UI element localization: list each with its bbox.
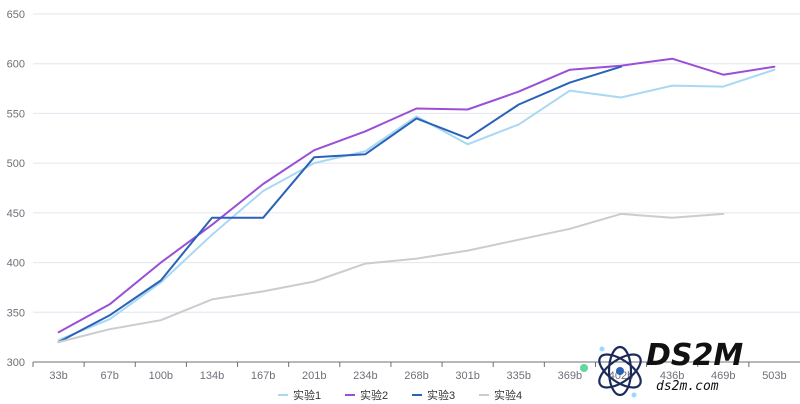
x-tick-label: 469b — [711, 370, 735, 382]
legend-label: 实验2 — [360, 388, 388, 402]
series-line-1 — [57, 68, 776, 342]
series-lines — [57, 57, 776, 344]
legend-item-1[interactable]: 实验1 — [278, 388, 321, 402]
y-axis: 300 350 400 450 500 550 600 650 — [7, 9, 25, 369]
x-tick-label: 134b — [200, 370, 224, 382]
x-tick-label: 335b — [507, 370, 531, 382]
watermark-subtitle: ds2m.com — [656, 379, 719, 394]
y-tick-label: 350 — [7, 307, 25, 319]
x-tick-label: 301b — [455, 370, 479, 382]
atom-icon — [580, 345, 642, 398]
series-line-4 — [57, 212, 725, 344]
y-tick-label: 450 — [7, 208, 25, 220]
y-tick-label: 550 — [7, 108, 25, 120]
x-tick-label: 268b — [404, 370, 428, 382]
x-tick-label: 100b — [149, 370, 173, 382]
y-tick-label: 400 — [7, 258, 25, 270]
x-tick-label: 33b — [49, 370, 67, 382]
x-tick-label: 369b — [558, 370, 582, 382]
legend-label: 实验3 — [427, 388, 455, 402]
x-tick-label: 436b — [660, 370, 684, 382]
y-tick-label: 600 — [7, 59, 25, 71]
watermark-title: DS2M — [646, 338, 743, 373]
y-tick-label: 500 — [7, 158, 25, 170]
x-axis: 33b 67b 100b 134b 167b 201b 234b 268b 301b 335b 36… — [32, 361, 800, 382]
series-line-3 — [57, 65, 622, 344]
grid-lines — [33, 13, 800, 363]
legend-item-2[interactable]: 实验2 — [345, 388, 388, 402]
legend-item-4[interactable]: 实验4 — [479, 388, 522, 402]
legend[interactable]: 实验1 实验2 实验3 实验4 — [278, 388, 522, 402]
legend-item-3[interactable]: 实验3 — [412, 388, 455, 402]
x-tick-label: 67b — [101, 370, 119, 382]
y-tick-label: 650 — [7, 9, 25, 21]
x-tick-label: 234b — [353, 370, 377, 382]
ds2m-watermark-logo: DS2M ds2m.com — [580, 338, 743, 398]
x-tick-label: 201b — [302, 370, 326, 382]
legend-label: 实验1 — [293, 388, 321, 402]
x-tick-label: 167b — [251, 370, 275, 382]
y-tick-label: 300 — [7, 357, 25, 369]
series-line-2 — [57, 57, 776, 334]
legend-label: 实验4 — [494, 388, 522, 402]
x-tick-label: 503b — [762, 370, 786, 382]
